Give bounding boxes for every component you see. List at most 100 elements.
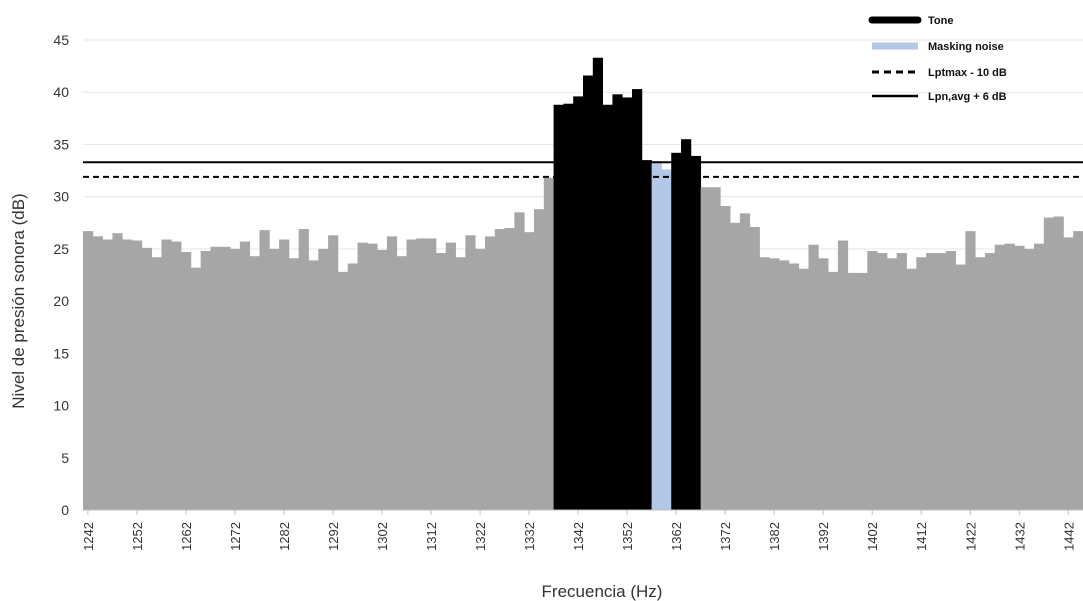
noise-bar [504,228,515,510]
noise-bar [435,253,447,511]
noise-bar [308,260,319,510]
tone-bar [583,75,594,510]
legend-label: Lptmax - 10 dB [928,67,1007,79]
tone-bar [612,94,623,511]
noise-bar [426,238,437,510]
noise-bar [367,243,378,510]
noise-bar [945,250,956,510]
noise-bar [779,260,790,510]
noise-bar [514,212,525,511]
noise-bar [1063,237,1074,510]
y-tick-label: 25 [53,241,69,257]
noise-bar [151,257,162,510]
x-tick-label: 1242 [81,522,96,551]
legend-label: Lpn,avg + 6 dB [928,91,1007,103]
noise-bar [249,256,260,510]
x-tick-label: 1422 [963,522,978,551]
noise-bar [357,242,368,510]
noise-bar [288,258,300,510]
noise-bar [190,267,202,510]
x-tick-label: 1282 [277,522,292,551]
noise-bar [396,256,407,510]
y-axis-ticks: 0 5 10 15 20 25 30 35 40 45 [53,32,69,518]
masking-noise-bar [651,161,662,510]
noise-bar [279,239,290,510]
reference-lines [83,161,1083,178]
y-tick-label: 5 [61,450,69,466]
x-tick-label: 1252 [130,522,145,551]
x-tick-label: 1382 [767,522,782,551]
x-tick-label: 1332 [522,522,537,551]
noise-bar [337,271,349,510]
noise-bar [1043,217,1054,511]
x-tick-label: 1292 [326,522,341,551]
x-tick-label: 1322 [473,522,488,551]
x-axis-title: Frecuencia (Hz) [542,582,663,601]
noise-bar [259,230,270,511]
legend: Tone Masking noise Lptmax - 10 dB Lpn,avg +… [868,15,1007,103]
y-tick-label: 0 [61,502,69,518]
y-tick-label: 45 [53,32,69,48]
tone-bar [681,139,692,510]
noise-bar [720,206,731,511]
tone-bar [553,104,564,510]
noise-bar [739,213,751,510]
legend-label: Masking noise [928,41,1004,53]
noise-bar [808,244,819,510]
noise-bar [955,264,966,510]
tone-bar [632,89,643,510]
x-tick-label: 1352 [620,522,635,551]
noise-bar [857,272,868,510]
noise-bar [386,236,398,510]
noise-bar [171,241,182,511]
noise-bar [298,229,309,511]
noise-bar [837,240,849,511]
noise-bar [759,257,770,510]
legend-label: Tone [928,15,953,27]
noise-bar [1004,243,1015,510]
bars [83,57,1083,511]
noise-bar [818,258,829,510]
noise-bar [916,257,927,510]
x-tick-label: 1302 [375,522,390,551]
noise-bar [533,209,545,510]
noise-bar [455,257,466,510]
y-tick-label: 10 [53,398,69,414]
noise-bar [1014,245,1025,510]
noise-bar [122,239,133,510]
y-axis-title: Nivel de presión sonora (dB) [9,193,28,408]
y-tick-label: 20 [53,293,69,309]
noise-bar [1024,248,1035,510]
noise-bar [886,258,898,510]
noise-bar [132,240,143,511]
noise-bar [83,231,94,510]
x-tick-label: 1312 [424,522,439,551]
noise-bar [220,246,231,511]
tone-bar [690,155,702,510]
noise-bar [975,257,986,510]
noise-bar [112,233,123,510]
x-axis-ticks: 1242 1252 1262 1272 1282 1292 1302 1312 1322 1332… [81,510,1076,551]
tone-bar [573,96,584,511]
noise-bar [269,248,280,510]
noise-bar [318,248,329,510]
y-tick-label: 35 [53,136,69,152]
x-tick-label: 1362 [669,522,684,551]
x-tick-label: 1392 [816,522,831,551]
noise-bar [141,247,153,510]
noise-bar [484,236,496,510]
noise-bar [749,226,760,510]
noise-bar [328,235,339,511]
noise-bar [906,268,917,510]
tone-bar [602,104,613,510]
noise-bar [1053,216,1064,510]
noise-bar [965,231,976,510]
noise-bar [416,238,427,510]
tone-bar [563,103,574,510]
x-tick-label: 1262 [179,522,194,551]
noise-bar [926,253,937,511]
noise-bar [406,239,417,510]
noise-bar [1033,243,1045,510]
y-tick-label: 40 [53,84,69,100]
